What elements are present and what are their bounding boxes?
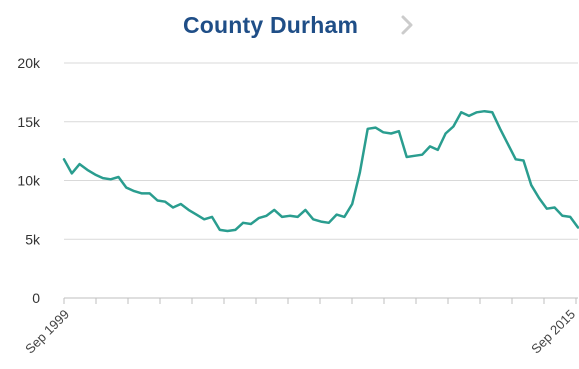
x-tick-label: Sep 2015 [528,307,578,357]
next-region-button[interactable] [394,10,424,40]
series-line [62,109,579,233]
x-tick-label: Sep 1999 [22,307,72,357]
chevron-right-icon [401,15,413,35]
chart-title: County Durham [183,12,359,38]
y-tick-label: 15k [17,114,41,130]
chart-header: County Durham [0,8,579,42]
y-tick-label: 0 [32,290,40,306]
y-tick-label: 5k [25,231,41,247]
y-tick-label: 10k [17,173,41,189]
y-tick-label: 20k [17,55,41,71]
